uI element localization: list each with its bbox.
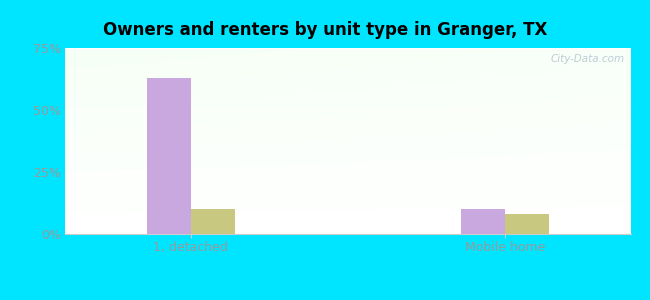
Bar: [461, 209, 505, 234]
Bar: [190, 209, 235, 234]
Text: Owners and renters by unit type in Granger, TX: Owners and renters by unit type in Grang…: [103, 21, 547, 39]
Text: City-Data.com: City-Data.com: [551, 54, 625, 64]
Bar: [505, 214, 549, 234]
Bar: [147, 78, 190, 234]
